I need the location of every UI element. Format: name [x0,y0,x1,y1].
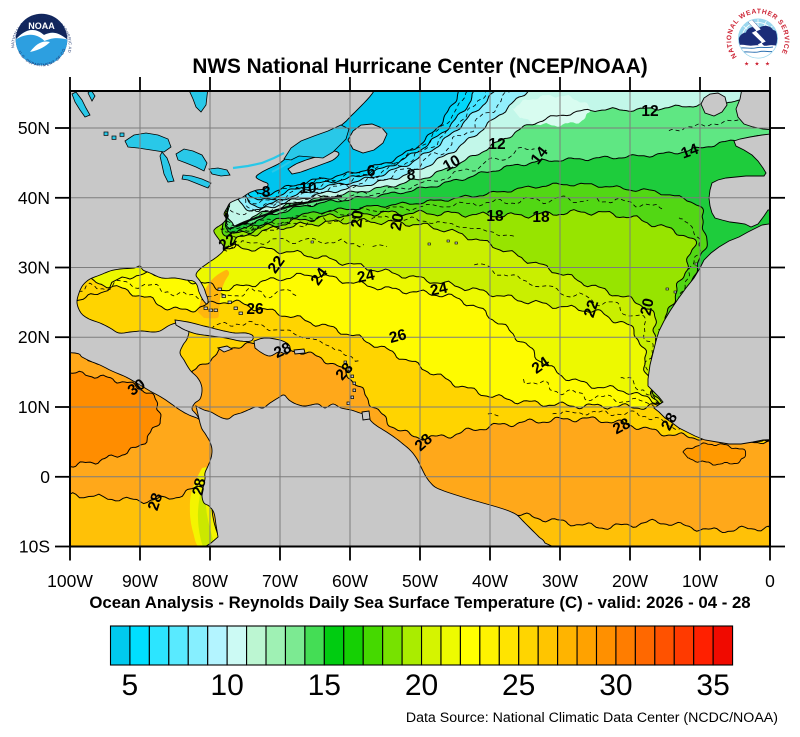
svg-text:20: 20 [388,212,408,232]
svg-text:22: 22 [265,253,289,277]
svg-text:5: 5 [122,669,139,702]
svg-text:28: 28 [610,415,634,438]
svg-text:25: 25 [502,669,535,702]
svg-text:12: 12 [488,136,505,153]
svg-text:0: 0 [765,571,775,591]
svg-text:28: 28 [271,339,294,362]
svg-text:80W: 80W [192,571,228,591]
svg-text:★ ★ ★: ★ ★ ★ [744,61,772,68]
svg-text:30: 30 [599,669,632,702]
svg-text:22: 22 [216,231,240,255]
svg-text:15: 15 [308,669,341,702]
svg-text:NWS National Hurricane Center: NWS National Hurricane Center (NCEP/NOAA… [192,55,647,78]
svg-text:26: 26 [246,301,264,318]
svg-text:20: 20 [405,669,438,702]
svg-text:22: 22 [581,298,602,320]
svg-text:18: 18 [532,209,550,226]
svg-text:100W: 100W [47,571,93,591]
svg-text:35: 35 [696,669,729,702]
svg-text:20N: 20N [18,327,50,347]
svg-text:10: 10 [299,180,316,197]
svg-text:30W: 30W [542,571,578,591]
svg-text:NOAA: NOAA [28,21,55,31]
svg-text:60W: 60W [332,571,368,591]
svg-text:6: 6 [367,163,376,180]
svg-text:40W: 40W [472,571,508,591]
svg-text:24: 24 [429,279,450,299]
svg-text:10: 10 [210,669,243,702]
svg-text:8: 8 [262,184,271,201]
svg-text:50N: 50N [18,118,50,138]
svg-text:40N: 40N [18,188,50,208]
svg-text:20: 20 [348,210,366,229]
svg-text:28: 28 [658,410,681,434]
svg-text:28: 28 [189,476,209,497]
svg-text:14: 14 [679,141,701,163]
svg-text:10S: 10S [19,537,50,557]
svg-text:20: 20 [637,297,657,317]
svg-text:18: 18 [486,208,504,225]
svg-text:Ocean Analysis - Reynolds Dail: Ocean Analysis - Reynolds Daily Sea Surf… [89,593,750,612]
svg-text:10W: 10W [682,571,718,591]
svg-text:20W: 20W [612,571,648,591]
svg-text:26: 26 [387,326,408,347]
svg-text:10N: 10N [18,397,50,417]
svg-text:0: 0 [40,467,50,487]
svg-text:12: 12 [641,103,658,120]
svg-text:24: 24 [356,266,377,286]
svg-text:90W: 90W [122,571,158,591]
svg-text:Data Source: National Climatic: Data Source: National Climatic Data Cent… [406,710,778,726]
svg-text:28: 28 [145,491,167,513]
svg-text:70W: 70W [262,571,298,591]
svg-text:10: 10 [440,152,463,175]
svg-text:8: 8 [407,167,416,184]
svg-text:30: 30 [125,376,149,400]
svg-text:30N: 30N [18,258,50,278]
svg-text:50W: 50W [402,571,438,591]
